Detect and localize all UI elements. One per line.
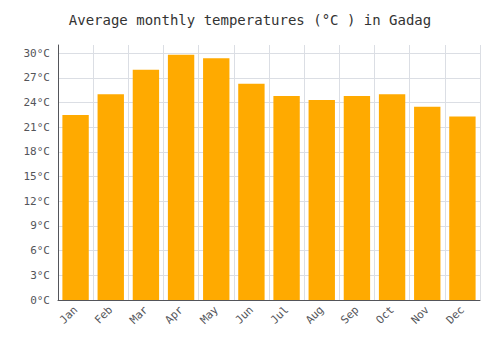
svg-text:Nov: Nov bbox=[409, 303, 432, 326]
svg-text:Mar: Mar bbox=[127, 303, 150, 326]
svg-text:21°C: 21°C bbox=[24, 121, 51, 134]
svg-text:Average monthly temperatures (: Average monthly temperatures (°C ) in Ga… bbox=[69, 12, 431, 28]
svg-text:3°C: 3°C bbox=[30, 269, 50, 282]
svg-text:Apr: Apr bbox=[162, 303, 185, 326]
svg-text:24°C: 24°C bbox=[24, 96, 51, 109]
svg-text:Oct: Oct bbox=[373, 303, 396, 326]
svg-text:Jan: Jan bbox=[57, 303, 80, 326]
svg-text:9°C: 9°C bbox=[30, 219, 50, 232]
svg-text:Feb: Feb bbox=[92, 303, 115, 326]
svg-text:May: May bbox=[198, 303, 221, 326]
svg-text:Aug: Aug bbox=[303, 303, 326, 326]
svg-text:18°C: 18°C bbox=[24, 145, 51, 158]
svg-text:6°C: 6°C bbox=[30, 244, 50, 257]
svg-text:27°C: 27°C bbox=[24, 71, 51, 84]
svg-text:12°C: 12°C bbox=[24, 195, 51, 208]
svg-text:15°C: 15°C bbox=[24, 170, 51, 183]
svg-text:Jul: Jul bbox=[268, 303, 291, 326]
svg-text:30°C: 30°C bbox=[24, 47, 51, 60]
svg-text:Jun: Jun bbox=[233, 303, 256, 326]
svg-text:0°C: 0°C bbox=[30, 294, 50, 307]
svg-text:Sep: Sep bbox=[338, 303, 361, 326]
svg-text:Dec: Dec bbox=[444, 303, 467, 326]
